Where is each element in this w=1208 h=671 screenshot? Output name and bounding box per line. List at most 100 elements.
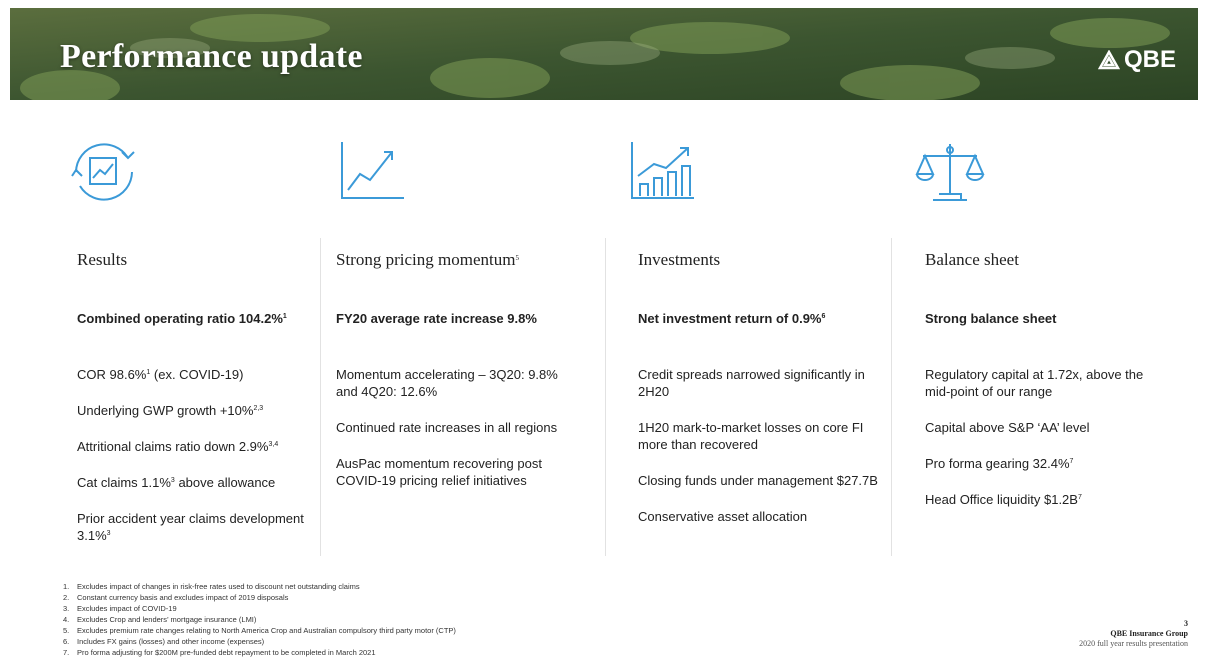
point: 1H20 mark-to-market losses on core FI mo…: [638, 419, 878, 453]
footnote-number: 7.: [63, 647, 77, 658]
superscript: 6: [822, 313, 826, 320]
footnote-number: 2.: [63, 592, 77, 603]
text: Head Office liquidity $1.2B: [925, 492, 1078, 507]
logo: QBE: [1098, 46, 1176, 74]
points: Regulatory capital at 1.72x, above the m…: [925, 366, 1165, 527]
superscript: 3,4: [268, 441, 278, 448]
text: Momentum accelerating – 3Q20: 9.8% and 4…: [336, 367, 558, 399]
point: COR 98.6%1 (ex. COVID-19): [77, 366, 317, 383]
text: above allowance: [175, 475, 275, 490]
investments-icon: [628, 140, 698, 205]
footnote-text: Pro forma adjusting for $200M pre-funded…: [77, 648, 376, 657]
point: Momentum accelerating – 3Q20: 9.8% and 4…: [336, 366, 576, 400]
footnote: 1.Excludes impact of changes in risk-fre…: [63, 581, 456, 592]
points: Credit spreads narrowed significantly in…: [638, 366, 878, 544]
text: Combined operating ratio 104.2%: [77, 311, 283, 326]
footnote-text: Includes FX gains (losses) and other inc…: [77, 637, 264, 646]
text: Regulatory capital at 1.72x, above the m…: [925, 367, 1143, 399]
separator: [891, 238, 892, 556]
lead-point: Strong balance sheet: [925, 310, 1165, 327]
footnote-text: Constant currency basis and excludes imp…: [77, 593, 288, 602]
footnote-text: Excludes impact of changes in risk-free …: [77, 582, 360, 591]
point: AusPac momentum recovering post COVID-19…: [336, 455, 576, 489]
text: Continued rate increases in all regions: [336, 420, 557, 435]
pricing-icon: [338, 140, 408, 205]
points: Momentum accelerating – 3Q20: 9.8% and 4…: [336, 366, 576, 508]
footnote: 6.Includes FX gains (losses) and other i…: [63, 636, 456, 647]
footnote-number: 1.: [63, 581, 77, 592]
text: Net investment return of 0.9%: [638, 311, 822, 326]
text: Attritional claims ratio down 2.9%: [77, 439, 268, 454]
superscript: 3: [107, 530, 111, 537]
footnote-text: Excludes Crop and lenders’ mortgage insu…: [77, 615, 256, 624]
footnote: 4.Excludes Crop and lenders’ mortgage in…: [63, 614, 456, 625]
superscript: 7: [1070, 458, 1074, 465]
point: Capital above S&P ‘AA’ level: [925, 419, 1165, 436]
footnote-number: 5.: [63, 625, 77, 636]
text: Underlying GWP growth +10%: [77, 403, 253, 418]
footnote-number: 3.: [63, 603, 77, 614]
separator: [320, 238, 321, 556]
footnote: 3.Excludes impact of COVID-19: [63, 603, 456, 614]
text: (ex. COVID-19): [150, 367, 243, 382]
column-heading: Results: [77, 248, 277, 272]
point: Pro forma gearing 32.4%7: [925, 455, 1165, 472]
text: Strong pricing momentum: [336, 250, 515, 269]
lead-point: Net investment return of 0.9%6: [638, 310, 878, 327]
text: Conservative asset allocation: [638, 509, 807, 524]
text: Cat claims 1.1%: [77, 475, 171, 490]
point: Attritional claims ratio down 2.9%3,4: [77, 438, 317, 455]
footnote-number: 4.: [63, 614, 77, 625]
point: Underlying GWP growth +10%2,3: [77, 402, 317, 419]
text: Results: [77, 250, 127, 269]
points: COR 98.6%1 (ex. COVID-19) Underlying GWP …: [77, 366, 317, 563]
column-heading: Balance sheet: [925, 248, 1125, 272]
superscript: 1: [283, 313, 287, 320]
column-heading: Strong pricing momentum5: [336, 248, 536, 272]
lead-point: Combined operating ratio 104.2%1: [77, 310, 317, 327]
point: Head Office liquidity $1.2B7: [925, 491, 1165, 508]
logo-text: QBE: [1124, 46, 1176, 74]
column-heading: Investments: [638, 248, 838, 272]
logo-mark: [1098, 50, 1120, 70]
text: Credit spreads narrowed significantly in…: [638, 367, 865, 399]
point: Cat claims 1.1%3 above allowance: [77, 474, 317, 491]
text: Prior accident year claims development 3…: [77, 511, 304, 543]
superscript: 2,3: [253, 405, 263, 412]
text: Balance sheet: [925, 250, 1019, 269]
slide: Performance update QBE Results Combined o…: [0, 0, 1208, 671]
footer: 3 QBE Insurance Group 2020 full year res…: [1079, 619, 1188, 649]
slide-title: Performance update: [60, 38, 363, 76]
footnote: 5.Excludes premium rate changes relating…: [63, 625, 456, 636]
text: Investments: [638, 250, 720, 269]
text: Capital above S&P ‘AA’ level: [925, 420, 1090, 435]
text: Strong balance sheet: [925, 311, 1056, 326]
presentation: 2020 full year results presentation: [1079, 639, 1188, 649]
text: AusPac momentum recovering post COVID-19…: [336, 456, 542, 488]
footnotes: 1.Excludes impact of changes in risk-fre…: [63, 581, 456, 658]
point: Conservative asset allocation: [638, 508, 878, 525]
superscript: 7: [1078, 494, 1082, 501]
superscript: 5: [515, 254, 519, 262]
text: FY20 average rate increase 9.8%: [336, 311, 537, 326]
point: Closing funds under management $27.7B: [638, 472, 878, 489]
footnote: 7.Pro forma adjusting for $200M pre-fund…: [63, 647, 456, 658]
text: Pro forma gearing 32.4%: [925, 456, 1070, 471]
results-icon: [64, 140, 144, 205]
point: Continued rate increases in all regions: [336, 419, 576, 436]
text: Closing funds under management $27.7B: [638, 473, 878, 488]
banner: Performance update QBE: [10, 8, 1198, 100]
separator: [605, 238, 606, 556]
company: QBE Insurance Group: [1079, 629, 1188, 639]
point: Credit spreads narrowed significantly in…: [638, 366, 878, 400]
footnote-text: Excludes impact of COVID-19: [77, 604, 177, 613]
balance-icon: [915, 140, 985, 205]
footnote: 2.Constant currency basis and excludes i…: [63, 592, 456, 603]
point: Prior accident year claims development 3…: [77, 510, 317, 544]
footnote-number: 6.: [63, 636, 77, 647]
footnote-text: Excludes premium rate changes relating t…: [77, 626, 456, 635]
lead-point: FY20 average rate increase 9.8%: [336, 310, 576, 327]
point: Regulatory capital at 1.72x, above the m…: [925, 366, 1165, 400]
text: COR 98.6%: [77, 367, 146, 382]
page-number: 3: [1079, 619, 1188, 629]
